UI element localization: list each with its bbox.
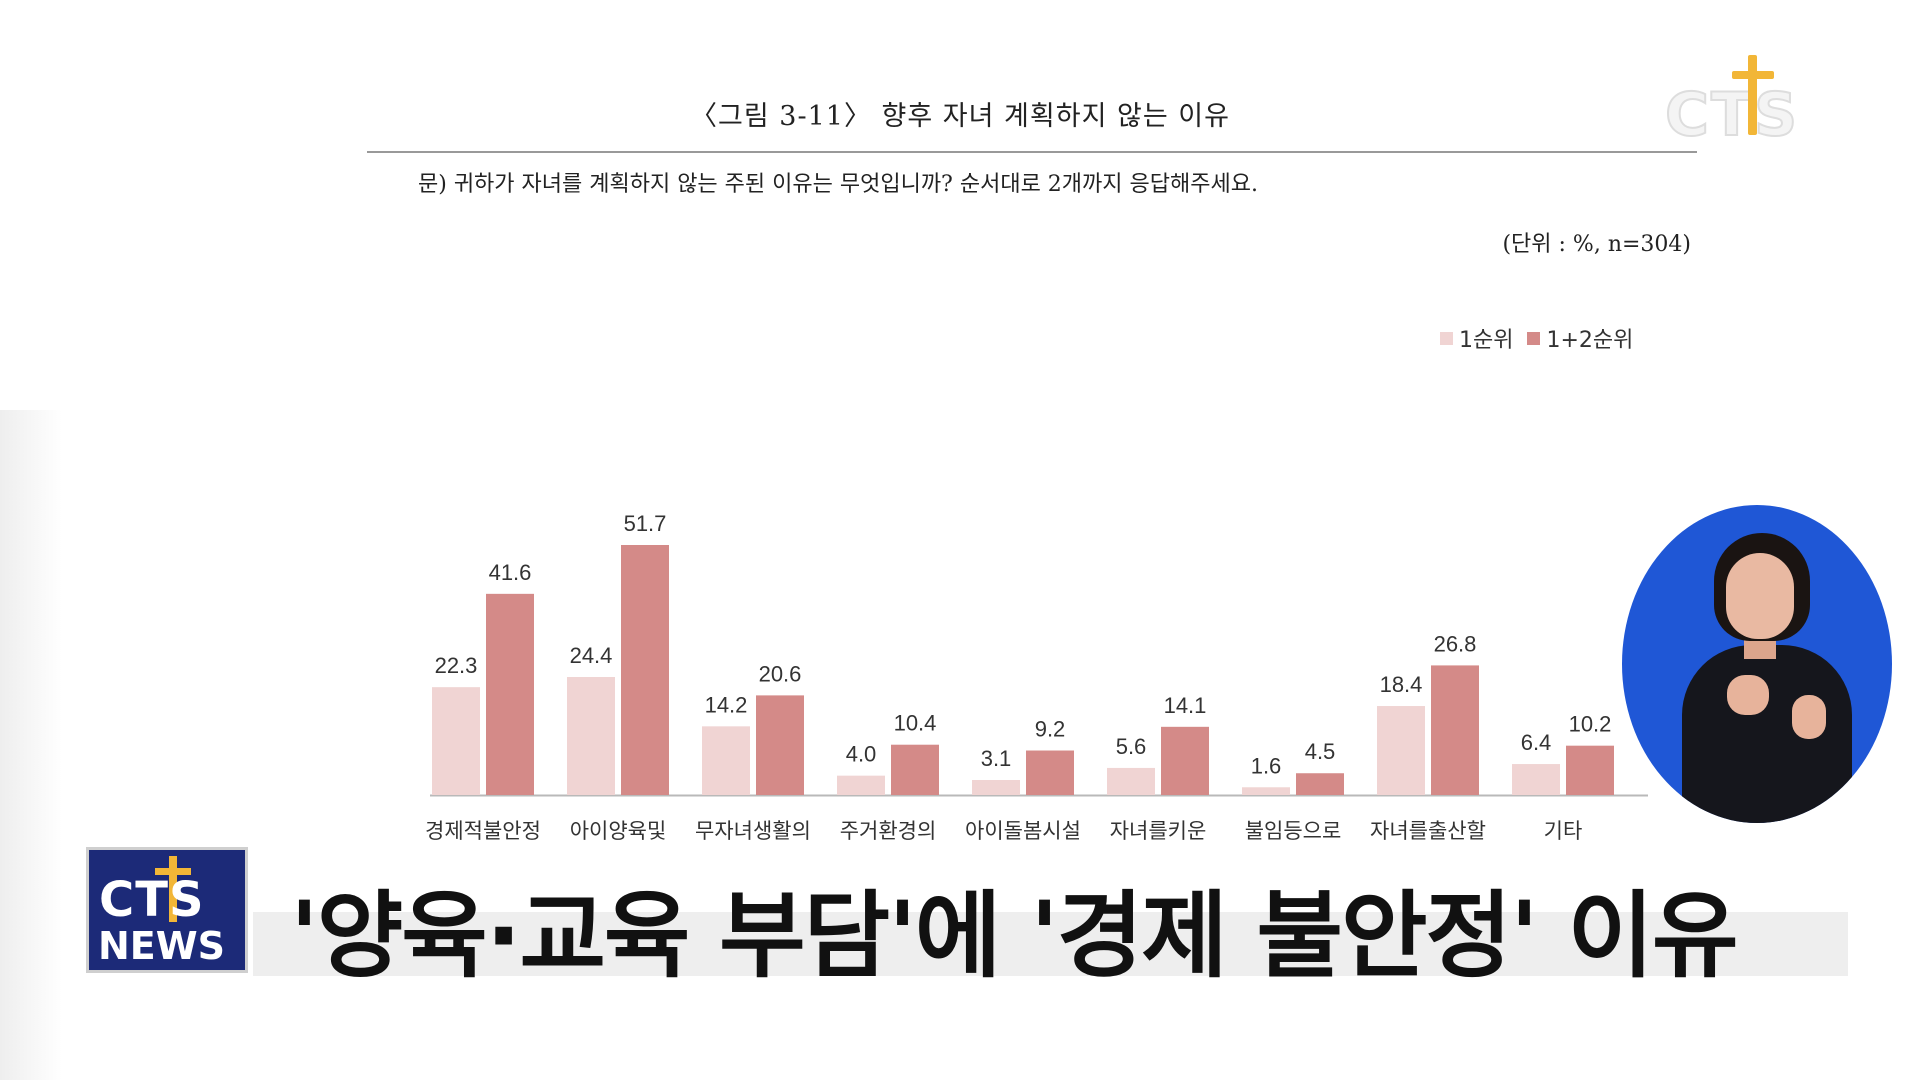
interpreter-hand [1792, 695, 1826, 739]
title-divider [367, 151, 1697, 153]
news-logo-text: NEWS [98, 924, 226, 968]
data-label: 41.6 [489, 560, 532, 585]
category-label: 주거환경의 [840, 819, 937, 843]
legend-label-rank1: 1순위 [1459, 328, 1514, 353]
bar-rank12 [1431, 665, 1479, 795]
data-label: 10.4 [894, 711, 937, 736]
bar-rank1 [972, 780, 1020, 795]
bar-rank1 [567, 677, 615, 795]
survey-question: 문) 귀하가 자녀를 계획하지 않는 주된 이유는 무엇입니까? 순서대로 2개… [418, 172, 1258, 197]
news-headline: '양육·교육 부담'에 '경제 불안정' 이유 [290, 882, 1738, 991]
cts-logo-text: CTS [99, 872, 205, 928]
figure-title: 〈그림 3-11〉 향후 자녀 계획하지 않는 이유 [690, 101, 1230, 132]
data-label: 9.2 [1035, 717, 1066, 742]
cross-icon-bar [155, 868, 191, 875]
legend-label-rank12: 1+2순위 [1546, 328, 1634, 353]
data-label: 6.4 [1521, 730, 1552, 755]
bar-rank1 [1107, 767, 1155, 795]
bar-rank12 [1161, 726, 1209, 795]
category-label: 불임등으로 [1245, 819, 1342, 843]
data-label: 1.6 [1251, 753, 1282, 778]
category-label: 아이돌봄시설 [965, 819, 1081, 843]
interpreter-hand [1727, 675, 1769, 715]
category-label: 경제적불안정 [425, 819, 541, 843]
data-label: 26.8 [1434, 631, 1477, 656]
legend-item-rank1: 1순위 [1440, 322, 1513, 354]
bar-rank12 [1296, 773, 1344, 795]
data-label: 4.0 [846, 742, 877, 767]
headline-bar [253, 912, 1848, 976]
bar-rank12 [486, 593, 534, 795]
data-label: 14.1 [1164, 693, 1207, 718]
bar-rank12 [621, 545, 669, 795]
category-label: 무자녀생활의 [695, 819, 811, 843]
data-label: 3.1 [981, 746, 1012, 771]
category-label: 자녀를출산할 [1370, 819, 1486, 843]
data-label: 51.7 [624, 511, 667, 536]
cts-news-logo: CTS NEWS [86, 847, 248, 973]
cross-icon [1748, 55, 1757, 135]
bar-rank12 [756, 695, 804, 795]
data-label: 10.2 [1569, 712, 1612, 737]
interpreter-body [1682, 645, 1852, 823]
category-label: 자녀를키운 [1110, 819, 1207, 843]
unit-note: (단위 : %, n=304) [1502, 232, 1691, 257]
data-label: 24.4 [570, 643, 613, 668]
category-label: 아이양육및 [570, 819, 667, 843]
bar-rank12 [891, 744, 939, 795]
left-edge-shade [0, 410, 62, 1080]
legend-item-rank12: 1+2순위 [1527, 322, 1633, 354]
bar-rank12 [1026, 750, 1074, 795]
bar-rank1 [702, 726, 750, 795]
bar-rank12 [1566, 745, 1614, 795]
bar-rank1 [432, 687, 480, 795]
chart-legend: 1순위 1+2순위 [1440, 322, 1633, 354]
data-label: 20.6 [759, 661, 802, 686]
data-label: 4.5 [1305, 739, 1336, 764]
data-label: 22.3 [435, 653, 478, 678]
bar-rank1 [1512, 764, 1560, 795]
category-label: 기타 [1544, 819, 1583, 843]
cross-icon [169, 856, 177, 922]
cts-watermark-text: CTS [1664, 79, 1800, 151]
bar-rank1 [837, 775, 885, 795]
cts-watermark-logo: CTS [1664, 55, 1815, 151]
bar-rank1 [1377, 706, 1425, 795]
interpreter-face [1726, 553, 1794, 639]
data-label: 5.6 [1116, 734, 1147, 759]
legend-swatch-rank12 [1527, 331, 1541, 345]
cross-icon-bar [1732, 71, 1774, 79]
data-label: 18.4 [1380, 672, 1423, 697]
sign-language-interpreter [1622, 505, 1892, 823]
bar-rank1 [1242, 787, 1290, 795]
legend-swatch-rank1 [1440, 331, 1453, 345]
data-label: 14.2 [705, 692, 748, 717]
